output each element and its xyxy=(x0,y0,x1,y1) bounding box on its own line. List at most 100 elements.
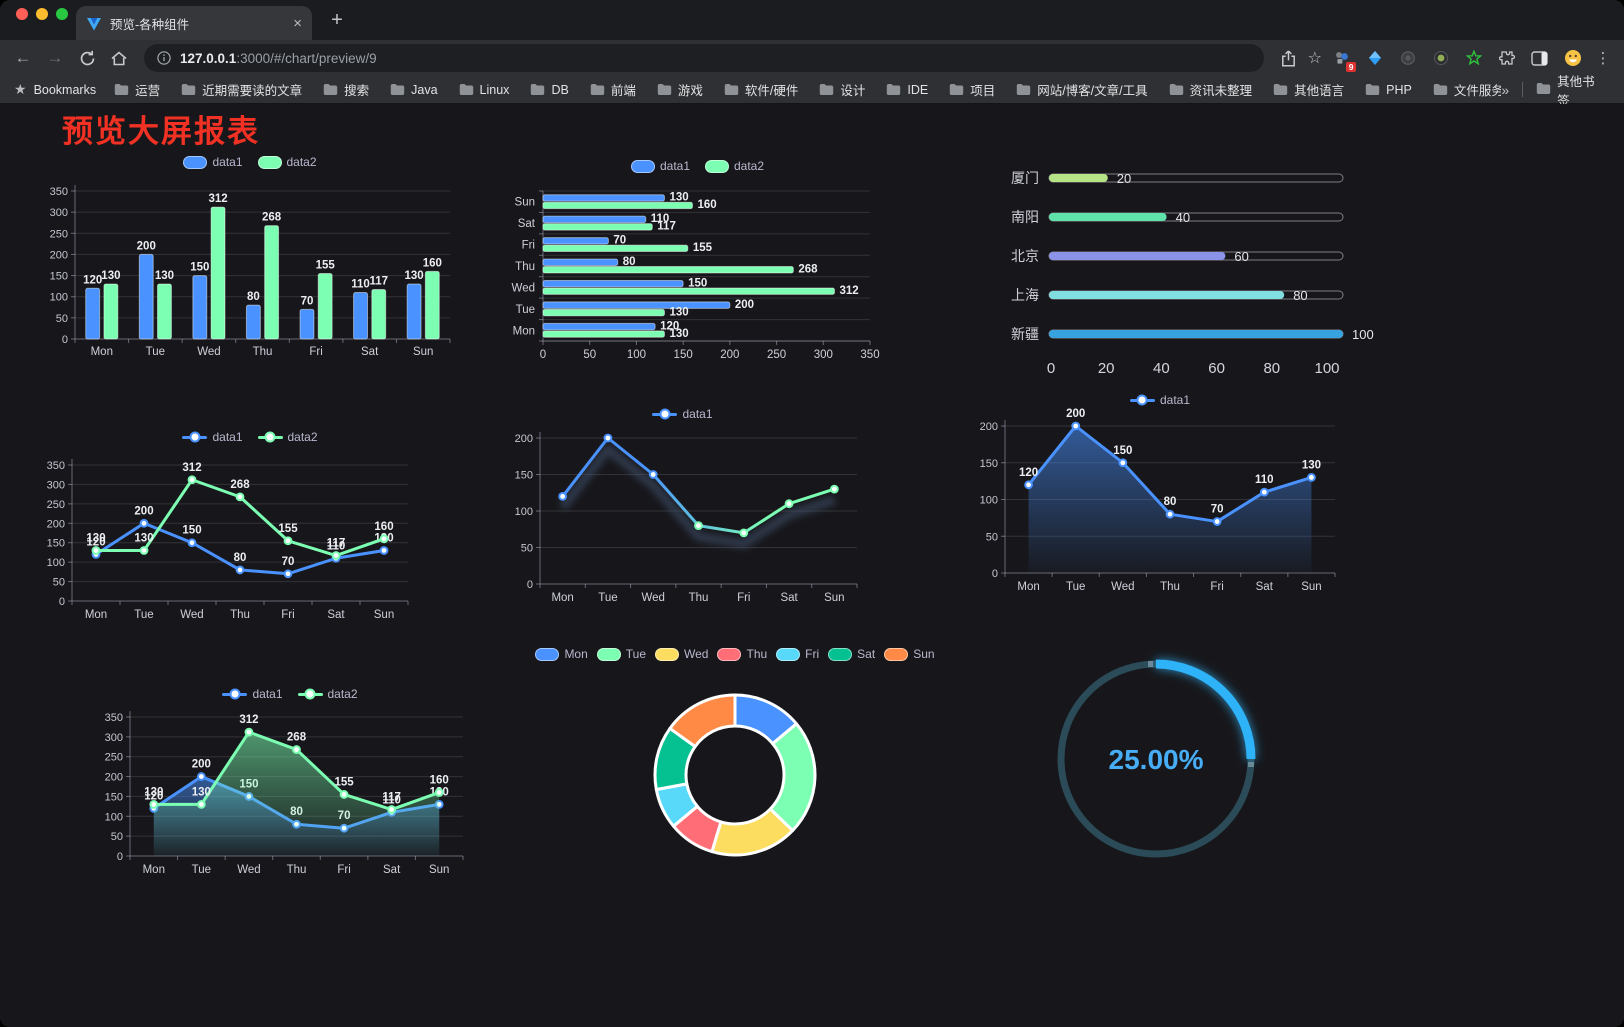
svg-text:Fri: Fri xyxy=(281,609,294,621)
svg-text:0: 0 xyxy=(117,851,123,863)
svg-text:110: 110 xyxy=(351,278,370,290)
bookmark-folder[interactable]: 运营 xyxy=(114,80,160,99)
chart-canvas[interactable]: 0 50 100 150 200 Mon Tue Wed Thu Fri Sat Sun 120 200 1… xyxy=(970,391,1350,603)
legend-item[interactable]: data2 xyxy=(297,687,358,701)
bookmark-star-icon[interactable]: ☆ xyxy=(1307,50,1322,67)
legend-item[interactable]: data1 xyxy=(222,687,283,701)
legend-item[interactable]: data1 xyxy=(182,430,243,444)
bookmark-folder[interactable]: PHP xyxy=(1365,83,1412,97)
bookmark-folder[interactable]: 搜索 xyxy=(323,80,369,99)
bookmark-folder[interactable]: DB xyxy=(530,83,569,97)
bookmark-folder[interactable]: 游戏 xyxy=(657,80,703,99)
back-button[interactable]: ← xyxy=(14,48,32,67)
svg-text:Mon: Mon xyxy=(91,346,113,358)
extension-circle-icon[interactable] xyxy=(1394,45,1421,72)
share-icon[interactable] xyxy=(1276,45,1302,71)
sidebar-icon[interactable] xyxy=(1526,45,1553,72)
site-info-icon[interactable] xyxy=(157,51,171,65)
bookmark-folder[interactable]: 软件/硬件 xyxy=(724,80,798,99)
extension-star-icon[interactable] xyxy=(1460,45,1487,72)
svg-text:Fri: Fri xyxy=(309,346,322,358)
bookmark-folder[interactable]: 文件服务器 xyxy=(1433,80,1501,99)
profile-avatar[interactable] xyxy=(1559,45,1586,72)
bookmark-folder[interactable]: 网站/博客/文章/工具 xyxy=(1016,80,1148,99)
bookmark-folder[interactable]: 前端 xyxy=(590,80,636,99)
legend-item[interactable]: data2 xyxy=(705,159,764,173)
svg-text:150: 150 xyxy=(1113,445,1132,457)
legend-item[interactable]: data1 xyxy=(1129,393,1190,407)
page-title: 预览大屏报表 xyxy=(62,114,260,149)
chart-canvas[interactable]: 0 50 100 150 200 250 300 350 Mon Tue Wed Thu Fri Sat S… xyxy=(40,151,460,379)
bookmark-folder[interactable]: 项目 xyxy=(949,80,995,99)
url-text[interactable]: 127.0.0.1:3000/#/chart/preview/9 xyxy=(180,51,377,66)
reload-button[interactable] xyxy=(74,45,100,71)
svg-text:Mon: Mon xyxy=(513,325,535,337)
legend-item[interactable]: Thu xyxy=(717,647,767,661)
svg-text:Sat: Sat xyxy=(518,218,536,230)
bookmark-folder[interactable]: IDE xyxy=(886,83,928,97)
bookmark-folder[interactable]: Linux xyxy=(459,83,509,97)
tab-close-icon[interactable]: × xyxy=(293,14,302,32)
svg-text:南阳: 南阳 xyxy=(1011,209,1039,225)
legend-item[interactable]: data1 xyxy=(630,159,690,173)
chart-canvas[interactable]: 0 50 100 150 200 250 300 350 Mon Tue Wed Thu Fri Sat S… xyxy=(100,681,480,895)
bookmark-folder[interactable]: 近期需要读的文章 xyxy=(181,80,302,99)
extensions-puzzle-icon[interactable] xyxy=(1493,45,1520,72)
svg-text:200: 200 xyxy=(50,249,68,261)
legend-item[interactable]: Sun xyxy=(884,647,935,661)
legend-item[interactable]: Mon xyxy=(535,647,588,661)
chart-canvas[interactable]: 0 50 100 150 200 Mon Tue Wed Thu Fri Sat Sun xyxy=(495,401,870,613)
legend-item[interactable]: data2 xyxy=(257,430,318,444)
chart-line-area: data1 0 50 100 150 200 Mon Tue Wed Thu Fri Sat Sun 12… xyxy=(970,391,1350,603)
menu-icon[interactable]: ⋮ xyxy=(1595,50,1611,67)
svg-text:155: 155 xyxy=(316,259,336,271)
bookmarks-star-icon[interactable]: ★ xyxy=(14,81,27,97)
address-bar[interactable]: 127.0.0.1:3000/#/chart/preview/9 xyxy=(144,44,1264,72)
svg-text:Mon: Mon xyxy=(551,592,573,604)
svg-text:150: 150 xyxy=(182,525,201,537)
bookmark-folder[interactable]: 设计 xyxy=(819,80,865,99)
svg-text:80: 80 xyxy=(623,256,636,268)
svg-text:80: 80 xyxy=(1263,360,1280,377)
svg-text:80: 80 xyxy=(1293,288,1307,303)
svg-text:Mon: Mon xyxy=(143,864,165,876)
extension-diamond-icon[interactable] xyxy=(1361,45,1388,72)
bookmarks-label[interactable]: Bookmarks xyxy=(33,82,97,97)
home-button[interactable] xyxy=(106,45,132,71)
chart-canvas[interactable]: 厦门 20 南阳 40 北京 60 上海 80 新疆 100 0 20 40 60 80 100 xyxy=(993,151,1374,396)
browser-tab[interactable]: 预览-各种组件 × xyxy=(76,6,312,40)
chart-canvas[interactable]: 0 50 100 150 200 250 300 350 Mon Tue Wed Thu Fri Sat S… xyxy=(40,426,460,644)
forward-button[interactable]: → xyxy=(46,48,64,67)
legend-item[interactable]: data1 xyxy=(183,155,243,169)
legend-item[interactable]: Sat xyxy=(828,647,875,661)
svg-text:155: 155 xyxy=(278,523,298,535)
chart-canvas[interactable]: 0 50 100 150 200 250 300 350 Sun Sat Fri Thu Wed Tue M… xyxy=(505,153,890,371)
other-bookmarks-folder[interactable]: 其他书签 xyxy=(1536,71,1606,109)
legend-item[interactable]: Wed xyxy=(655,647,708,661)
legend-item[interactable]: Fri xyxy=(776,647,819,661)
svg-text:Thu: Thu xyxy=(1160,581,1180,593)
maximize-window-button[interactable] xyxy=(56,8,68,20)
legend-item[interactable]: data1 xyxy=(652,407,713,421)
bookmark-folder[interactable]: 资讯未整理 xyxy=(1169,80,1252,99)
bookmark-folder[interactable]: 其他语言 xyxy=(1273,80,1344,99)
chart-line-area-two: data1 data2 0 50 100 150 200 250 300 350 Mon Tue Wed… xyxy=(100,681,480,895)
chart-canvas[interactable] xyxy=(535,641,935,893)
url-host: 127.0.0.1 xyxy=(180,50,237,66)
svg-text:312: 312 xyxy=(239,714,258,726)
bookmark-folder[interactable]: Java xyxy=(390,83,438,97)
extension-pin-icon[interactable]: 9 xyxy=(1328,45,1356,72)
browser-toolbar: ← → 127.0.0.1:3000/#/chart/preview/9 ☆ 9 xyxy=(0,40,1624,76)
bookmarks-overflow-chevron[interactable]: » xyxy=(1501,81,1510,98)
legend-item[interactable]: Tue xyxy=(596,647,646,661)
extension-green-dot-icon[interactable] xyxy=(1427,45,1454,72)
minimize-window-button[interactable] xyxy=(36,8,48,20)
svg-text:80: 80 xyxy=(1164,496,1177,508)
new-tab-button[interactable]: + xyxy=(331,9,343,31)
chart-canvas[interactable]: 25.00% xyxy=(1040,644,1275,879)
svg-text:268: 268 xyxy=(262,212,282,224)
svg-text:130: 130 xyxy=(1302,459,1321,471)
svg-text:268: 268 xyxy=(798,263,818,275)
close-window-button[interactable] xyxy=(16,8,28,20)
legend-item[interactable]: data2 xyxy=(257,155,317,169)
